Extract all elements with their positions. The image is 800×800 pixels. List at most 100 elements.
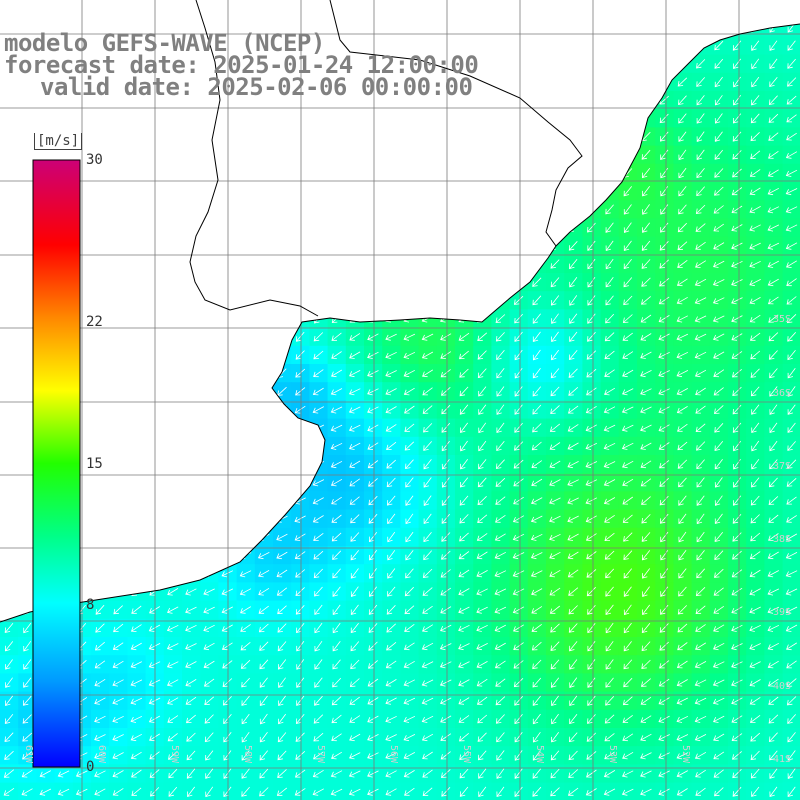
wind-arrow bbox=[712, 297, 725, 305]
speed-cell bbox=[491, 764, 511, 784]
wind-arrow bbox=[348, 406, 361, 414]
speed-cell bbox=[618, 327, 638, 347]
wind-arrow bbox=[622, 714, 633, 723]
speed-cell bbox=[491, 436, 511, 456]
wind-arrow bbox=[295, 331, 305, 342]
speed-cell bbox=[364, 728, 383, 747]
wind-arrow bbox=[768, 533, 779, 541]
speed-cell bbox=[728, 309, 747, 329]
wind-arrow bbox=[550, 641, 560, 651]
wind-arrow bbox=[296, 641, 305, 652]
wind-arrow bbox=[423, 531, 432, 543]
wind-arrow bbox=[331, 351, 342, 359]
speed-cell bbox=[673, 163, 693, 183]
wind-arrow bbox=[568, 769, 579, 778]
wind-arrow bbox=[532, 786, 542, 797]
speed-cell bbox=[182, 637, 201, 656]
speed-cell bbox=[491, 637, 511, 656]
wind-arrow bbox=[239, 570, 252, 578]
wind-arrow bbox=[678, 531, 687, 543]
wind-arrow bbox=[513, 678, 524, 688]
speed-cell bbox=[345, 345, 365, 365]
wind-arrow bbox=[94, 660, 106, 669]
wind-arrow bbox=[623, 186, 633, 197]
wind-arrow bbox=[749, 679, 761, 687]
wind-arrow bbox=[641, 622, 651, 634]
wind-arrow bbox=[787, 459, 797, 469]
speed-cell bbox=[200, 637, 219, 656]
wind-arrow bbox=[350, 586, 359, 597]
wind-arrow bbox=[732, 513, 742, 524]
wind-arrow bbox=[660, 586, 669, 597]
wind-arrow bbox=[3, 787, 15, 796]
speed-cell bbox=[764, 218, 784, 238]
speed-cell bbox=[327, 564, 347, 583]
wind-arrow bbox=[678, 513, 687, 525]
speed-cell bbox=[746, 127, 765, 147]
wind-arrow bbox=[405, 459, 414, 469]
wind-arrow bbox=[585, 405, 597, 414]
wind-arrow bbox=[568, 387, 579, 396]
wind-arrow bbox=[368, 531, 378, 543]
wind-arrow bbox=[369, 568, 377, 579]
wind-arrow bbox=[696, 131, 705, 142]
wind-arrow bbox=[768, 496, 779, 506]
wind-arrow bbox=[95, 604, 105, 615]
speed-cell bbox=[345, 728, 365, 747]
wind-arrow bbox=[695, 260, 707, 268]
wind-arrow bbox=[731, 297, 743, 305]
wind-arrow bbox=[314, 622, 323, 634]
wind-arrow bbox=[658, 770, 670, 778]
speed-cell bbox=[182, 600, 201, 620]
speed-cell bbox=[382, 509, 401, 529]
wind-arrow bbox=[749, 279, 761, 287]
speed-cell bbox=[400, 728, 420, 747]
wind-arrow bbox=[259, 713, 268, 725]
speed-cell bbox=[491, 746, 511, 765]
wind-arrow bbox=[205, 750, 214, 761]
speed-cell bbox=[509, 455, 529, 474]
wind-arrow bbox=[295, 714, 305, 725]
speed-cell bbox=[764, 127, 784, 147]
wind-arrow bbox=[368, 623, 378, 633]
speed-cell bbox=[691, 764, 711, 784]
wind-arrow bbox=[532, 277, 542, 287]
speed-cell bbox=[273, 600, 292, 620]
wind-arrow bbox=[640, 733, 652, 742]
wind-arrow bbox=[587, 258, 596, 270]
speed-cell bbox=[364, 564, 383, 583]
wind-arrow bbox=[423, 477, 432, 488]
wind-arrow bbox=[130, 697, 143, 705]
wind-arrow bbox=[659, 660, 670, 669]
wind-arrow bbox=[696, 167, 705, 179]
speed-cell bbox=[600, 582, 620, 602]
speed-cell bbox=[18, 764, 37, 784]
wind-arrow bbox=[658, 351, 670, 359]
speed-cell bbox=[418, 600, 438, 620]
wind-arrow bbox=[312, 497, 324, 505]
speed-cell bbox=[673, 746, 693, 765]
wind-arrow bbox=[278, 677, 286, 688]
speed-cell bbox=[673, 127, 693, 147]
wind-arrow bbox=[21, 769, 33, 778]
speed-cell bbox=[400, 382, 420, 401]
speed-cell bbox=[764, 691, 784, 711]
speed-cell bbox=[455, 527, 474, 547]
speed-cell bbox=[600, 691, 620, 711]
speed-cell bbox=[600, 382, 620, 401]
speed-cell bbox=[582, 527, 602, 547]
speed-cell bbox=[764, 36, 784, 56]
speed-cell bbox=[728, 527, 747, 547]
speed-cell bbox=[418, 400, 438, 420]
wind-arrow bbox=[367, 660, 378, 669]
speed-cell bbox=[673, 691, 693, 711]
wind-arrow bbox=[94, 715, 106, 723]
speed-cell bbox=[455, 655, 474, 674]
wind-arrow bbox=[659, 241, 669, 251]
wind-arrow bbox=[367, 370, 379, 378]
speed-cell bbox=[728, 564, 747, 583]
speed-cell bbox=[436, 527, 456, 547]
speed-cell bbox=[127, 618, 147, 638]
wind-arrow bbox=[240, 624, 251, 632]
speed-cell bbox=[637, 618, 656, 638]
